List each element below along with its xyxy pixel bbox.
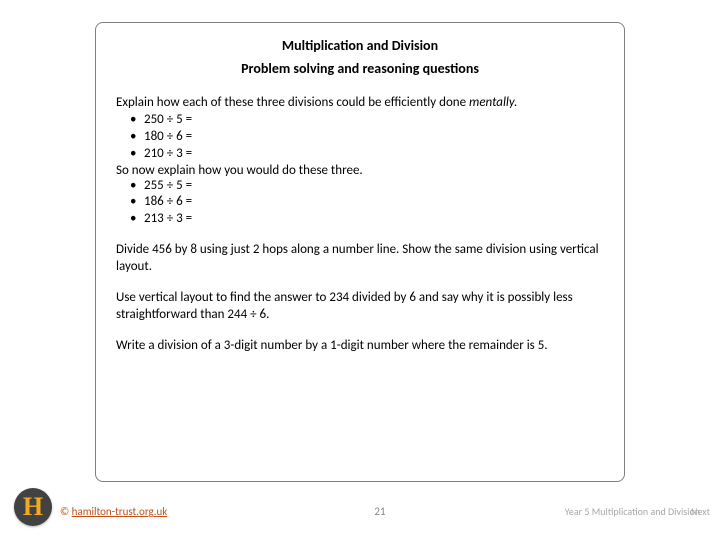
q1-intro-a: Explain how each of these three division… [116, 95, 469, 110]
question-4: Write a division of a 3-digit number by … [116, 338, 604, 355]
q1-intro-b: mentally. [469, 95, 517, 110]
content-frame: Multiplication and Division Problem solv… [95, 22, 625, 482]
copyright-link[interactable]: hamilton-trust.org.uk [72, 505, 168, 518]
title-main: Multiplication and Division [116, 37, 604, 54]
logo-letter: H [23, 492, 43, 522]
copyright-prefix: © [60, 505, 72, 518]
logo: H [14, 488, 52, 526]
list-item: 213 ÷ 3 = [144, 211, 604, 228]
q1-bullets-2: 255 ÷ 5 = 186 ÷ 6 = 213 ÷ 3 = [116, 178, 604, 229]
list-item: 186 ÷ 6 = [144, 194, 604, 211]
list-item: 180 ÷ 6 = [144, 129, 604, 146]
question-3: Use vertical layout to find the answer t… [116, 290, 604, 324]
title-sub: Problem solving and reasoning questions [116, 60, 604, 77]
list-item: 210 ÷ 3 = [144, 146, 604, 163]
footer-right: Year 5 Multiplication and Division [565, 505, 700, 518]
next-label: Next [691, 505, 710, 518]
page-number: 21 [374, 505, 385, 518]
question-1: Explain how each of these three division… [116, 95, 604, 228]
question-2: Divide 456 by 8 using just 2 hops along … [116, 242, 604, 276]
q1-bullets-1: 250 ÷ 5 = 180 ÷ 6 = 210 ÷ 3 = [116, 112, 604, 163]
footer: © hamilton-trust.org.uk 21 Year 5 Multip… [60, 505, 700, 518]
copyright: © hamilton-trust.org.uk [60, 505, 167, 518]
list-item: 255 ÷ 5 = [144, 178, 604, 195]
q1-intro: Explain how each of these three division… [116, 95, 604, 112]
list-item: 250 ÷ 5 = [144, 112, 604, 129]
q1-mid: So now explain how you would do these th… [116, 163, 604, 178]
